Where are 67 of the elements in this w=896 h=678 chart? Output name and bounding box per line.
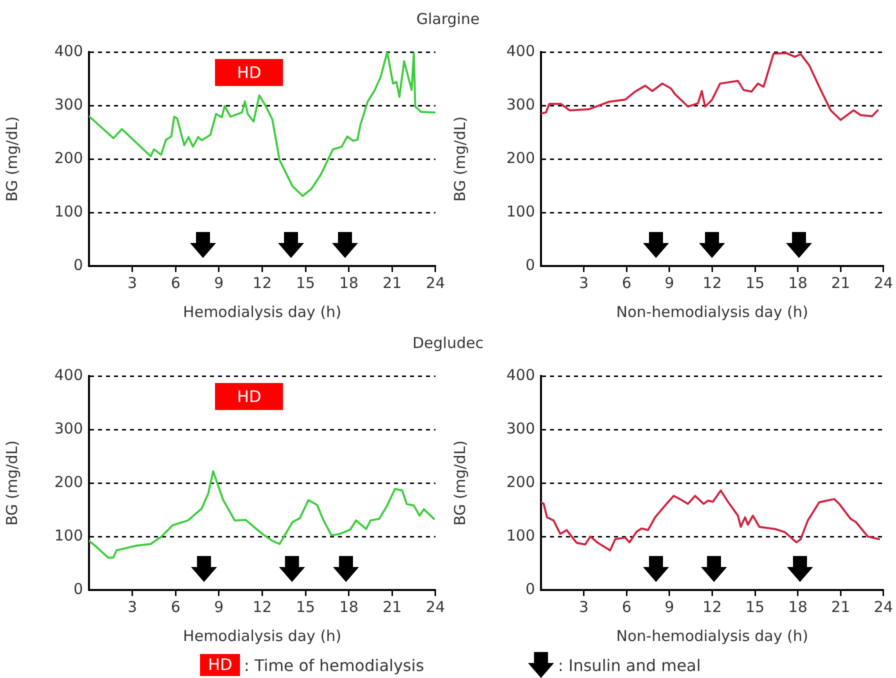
y-tick-label: 0	[525, 580, 535, 598]
x-axis-title: Non-hemodialysis day (h)	[616, 302, 808, 321]
x-tick-label: 12	[252, 274, 272, 292]
x-axis-title: Non-hemodialysis day (h)	[616, 626, 808, 645]
x-tick-label: 24	[874, 274, 894, 292]
x-tick-label: 9	[664, 598, 674, 616]
y-tick-label: 400	[54, 366, 83, 384]
x-tick-label: 15	[745, 274, 765, 292]
y-tick-label: 400	[506, 366, 535, 384]
y-axis-title: BG (mg/dL)	[2, 440, 21, 526]
x-axis-title: Hemodialysis day (h)	[183, 626, 342, 645]
y-tick-label: 100	[506, 526, 535, 544]
y-tick-label: 400	[506, 42, 535, 60]
x-tick-label: 3	[579, 598, 589, 616]
x-tick-label: 15	[296, 598, 316, 616]
x-tick-label: 9	[664, 274, 674, 292]
x-tick-label: 21	[382, 274, 402, 292]
y-tick-label: 100	[54, 202, 83, 220]
x-tick-label: 18	[339, 598, 358, 616]
chart-title: Glargine	[415, 10, 481, 28]
x-tick-label: 24	[426, 598, 446, 616]
y-tick-label: 0	[73, 580, 83, 598]
x-tick-label: 9	[214, 598, 224, 616]
x-tick-label: 3	[128, 598, 138, 616]
annotation: HD	[215, 59, 284, 86]
y-tick-label: 400	[54, 42, 83, 60]
x-tick-label: 6	[622, 274, 632, 292]
y-tick-label: 300	[506, 95, 535, 114]
y-tick-label: 100	[506, 202, 535, 220]
y-tick-label: 200	[506, 148, 535, 167]
text: : Insulin and meal	[558, 656, 701, 675]
y-tick-label: 200	[506, 472, 535, 491]
x-tick-label: 3	[579, 274, 589, 292]
text: HD	[200, 654, 240, 676]
x-tick-label: 12	[252, 598, 272, 616]
x-tick-label: 12	[702, 274, 722, 292]
text: : Time of hemodialysis	[244, 656, 424, 675]
x-tick-label: 6	[622, 598, 632, 616]
x-tick-label: 15	[745, 598, 765, 616]
annotation: HD	[215, 383, 284, 410]
y-axis-title: BG (mg/dL)	[2, 116, 21, 202]
y-axis-title: BG (mg/dL)	[450, 116, 469, 202]
x-axis-title: Hemodialysis day (h)	[183, 302, 342, 321]
y-tick-label: 200	[54, 148, 83, 167]
x-tick-label: 9	[214, 274, 224, 292]
x-tick-label: 21	[831, 274, 850, 292]
x-tick-label: 24	[874, 598, 894, 616]
y-tick-label: 0	[525, 256, 535, 274]
x-tick-label: 3	[128, 274, 138, 292]
x-tick-label: 12	[702, 598, 722, 616]
y-tick-label: 300	[54, 419, 83, 438]
y-tick-label: 200	[54, 472, 83, 491]
x-tick-label: 24	[426, 274, 446, 292]
y-tick-label: 0	[73, 256, 83, 274]
chart-title: Degludec	[412, 334, 484, 352]
x-tick-label: 21	[831, 598, 850, 616]
x-tick-label: 18	[788, 598, 808, 616]
y-axis-title: BG (mg/dL)	[450, 440, 469, 526]
x-tick-label: 6	[170, 274, 180, 292]
x-tick-label: 15	[296, 274, 316, 292]
y-tick-label: 300	[54, 95, 83, 114]
x-tick-label: 18	[339, 274, 358, 292]
x-tick-label: 18	[788, 274, 808, 292]
x-tick-label: 6	[170, 598, 180, 616]
x-tick-label: 21	[382, 598, 402, 616]
y-tick-label: 100	[54, 526, 83, 544]
y-tick-label: 300	[506, 419, 535, 438]
